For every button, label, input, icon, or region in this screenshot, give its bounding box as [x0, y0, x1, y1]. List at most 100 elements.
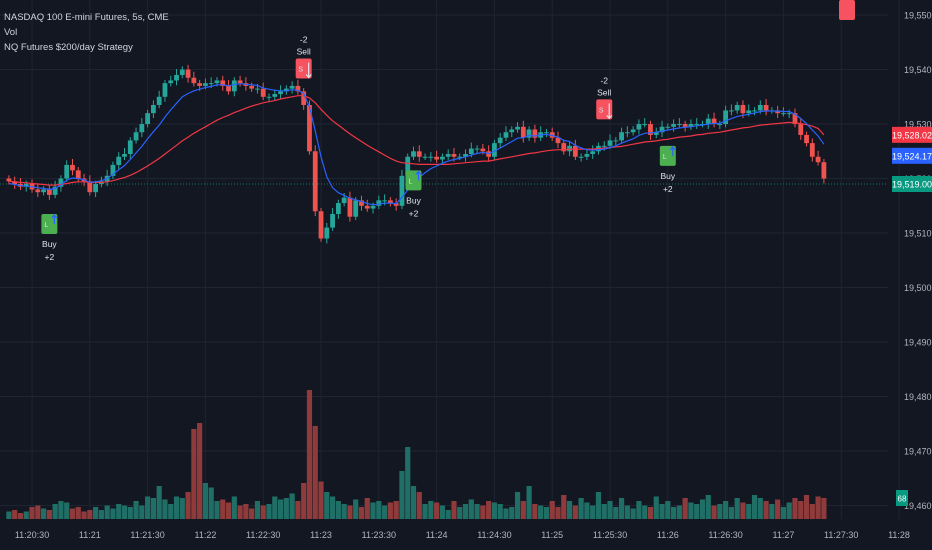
candle-body: [399, 175, 405, 206]
candle-body: [133, 132, 139, 141]
candle: [347, 191, 353, 222]
volume-bar: [116, 504, 122, 519]
volume-bar: [295, 501, 301, 519]
candle: [434, 150, 440, 163]
candle: [87, 175, 93, 196]
candle: [497, 133, 503, 149]
candle-body: [729, 110, 734, 112]
candle: [353, 197, 359, 220]
candle-body: [434, 156, 440, 160]
candle: [110, 161, 116, 180]
volume-bar: [694, 504, 700, 519]
candle-body: [809, 143, 815, 157]
candle-body: [422, 156, 428, 158]
candle: [723, 105, 729, 128]
volume-bar: [260, 505, 266, 519]
candle-body: [353, 200, 359, 217]
candle: [700, 120, 705, 128]
volume-bar: [121, 505, 128, 519]
price-axis-label: 19,519.00: [892, 176, 932, 192]
candle: [532, 124, 538, 143]
buy-marker-box: [41, 213, 58, 234]
candle-body: [341, 197, 347, 204]
volume-bar: [341, 504, 347, 519]
volume-bar: [145, 496, 151, 519]
volume-bar: [717, 504, 723, 519]
candle: [58, 175, 64, 192]
candle-body: [457, 156, 463, 158]
buy-marker-box: [659, 145, 676, 166]
candle-body: [364, 205, 370, 209]
time-tick-label: 11:26: [657, 530, 679, 540]
candle: [630, 126, 636, 136]
candle-body: [509, 129, 515, 133]
buy-label: Buy: [406, 195, 421, 205]
candle: [168, 75, 174, 87]
candle: [399, 169, 405, 210]
volume-bar: [497, 504, 503, 519]
candle: [312, 145, 318, 217]
candle-body: [370, 205, 376, 209]
time-tick-label: 11:26:30: [708, 530, 742, 540]
strategy-label[interactable]: NQ Futures $200/day Strategy: [4, 42, 133, 53]
candle: [93, 180, 98, 198]
time-tick-label: 11:21:30: [130, 530, 164, 540]
candle-body: [503, 132, 509, 138]
candle-body: [87, 181, 93, 193]
candle-body: [12, 181, 18, 184]
candle-body: [249, 85, 255, 89]
candle-body: [757, 104, 763, 111]
candle-body: [613, 140, 619, 142]
candle: [607, 134, 613, 150]
candle-body: [145, 113, 151, 125]
candle-body: [46, 189, 52, 195]
candle-body: [376, 200, 382, 206]
candle-body: [191, 77, 197, 84]
buy-qty: +2: [409, 208, 419, 218]
volume-bar: [636, 501, 642, 519]
buy-marker-box: [405, 170, 422, 191]
candle-body: [607, 140, 613, 146]
candle-body: [676, 124, 682, 126]
candle: [549, 127, 555, 141]
sell-marker-text: S: [298, 66, 303, 73]
candle: [821, 158, 827, 184]
volume-bar: [52, 504, 58, 519]
volume-bar: [555, 507, 561, 519]
candle-body: [359, 200, 364, 206]
volume-indicator-label[interactable]: Vol: [4, 27, 18, 38]
candle-body: [468, 148, 474, 155]
slow-ma-line: [8, 95, 825, 186]
volume-bar: [64, 502, 70, 519]
candle: [752, 107, 757, 116]
price-axis[interactable]: 19,550.0019,540.0019,530.0019,520.0019,5…: [892, 11, 932, 512]
candle: [653, 127, 659, 139]
volume-bar: [486, 501, 492, 519]
candle-body: [208, 83, 214, 85]
symbol-title[interactable]: NASDAQ 100 E-mini Futures, 5s, CME: [4, 12, 169, 23]
volume-bar: [434, 502, 440, 519]
candle-body: [723, 110, 729, 125]
volume-bar: [676, 505, 682, 519]
candle-body: [266, 96, 272, 98]
candle-body: [705, 118, 711, 125]
volume-bar: [538, 505, 544, 519]
time-tick-label: 11:27:30: [824, 530, 858, 540]
candle: [324, 222, 330, 244]
price-tick-label: 19,510.00: [904, 229, 932, 239]
volume-bar: [699, 499, 706, 519]
price-axis-label-bg: [892, 176, 932, 192]
volume-bar: [705, 495, 711, 519]
time-axis[interactable]: 11:20:30 11:21 11:21:30 11:22 11:22:30 11:23 1…: [15, 530, 932, 540]
volume-bar: [376, 501, 382, 519]
volume-bar: [566, 501, 573, 519]
candle-body: [64, 164, 70, 179]
candle: [428, 152, 434, 162]
candle-body: [197, 83, 203, 86]
candle-body: [110, 164, 116, 176]
candle-body: [544, 132, 549, 134]
sell-arrow-icon: [305, 62, 312, 79]
volume-bar: [208, 487, 214, 519]
candle: [64, 160, 70, 182]
